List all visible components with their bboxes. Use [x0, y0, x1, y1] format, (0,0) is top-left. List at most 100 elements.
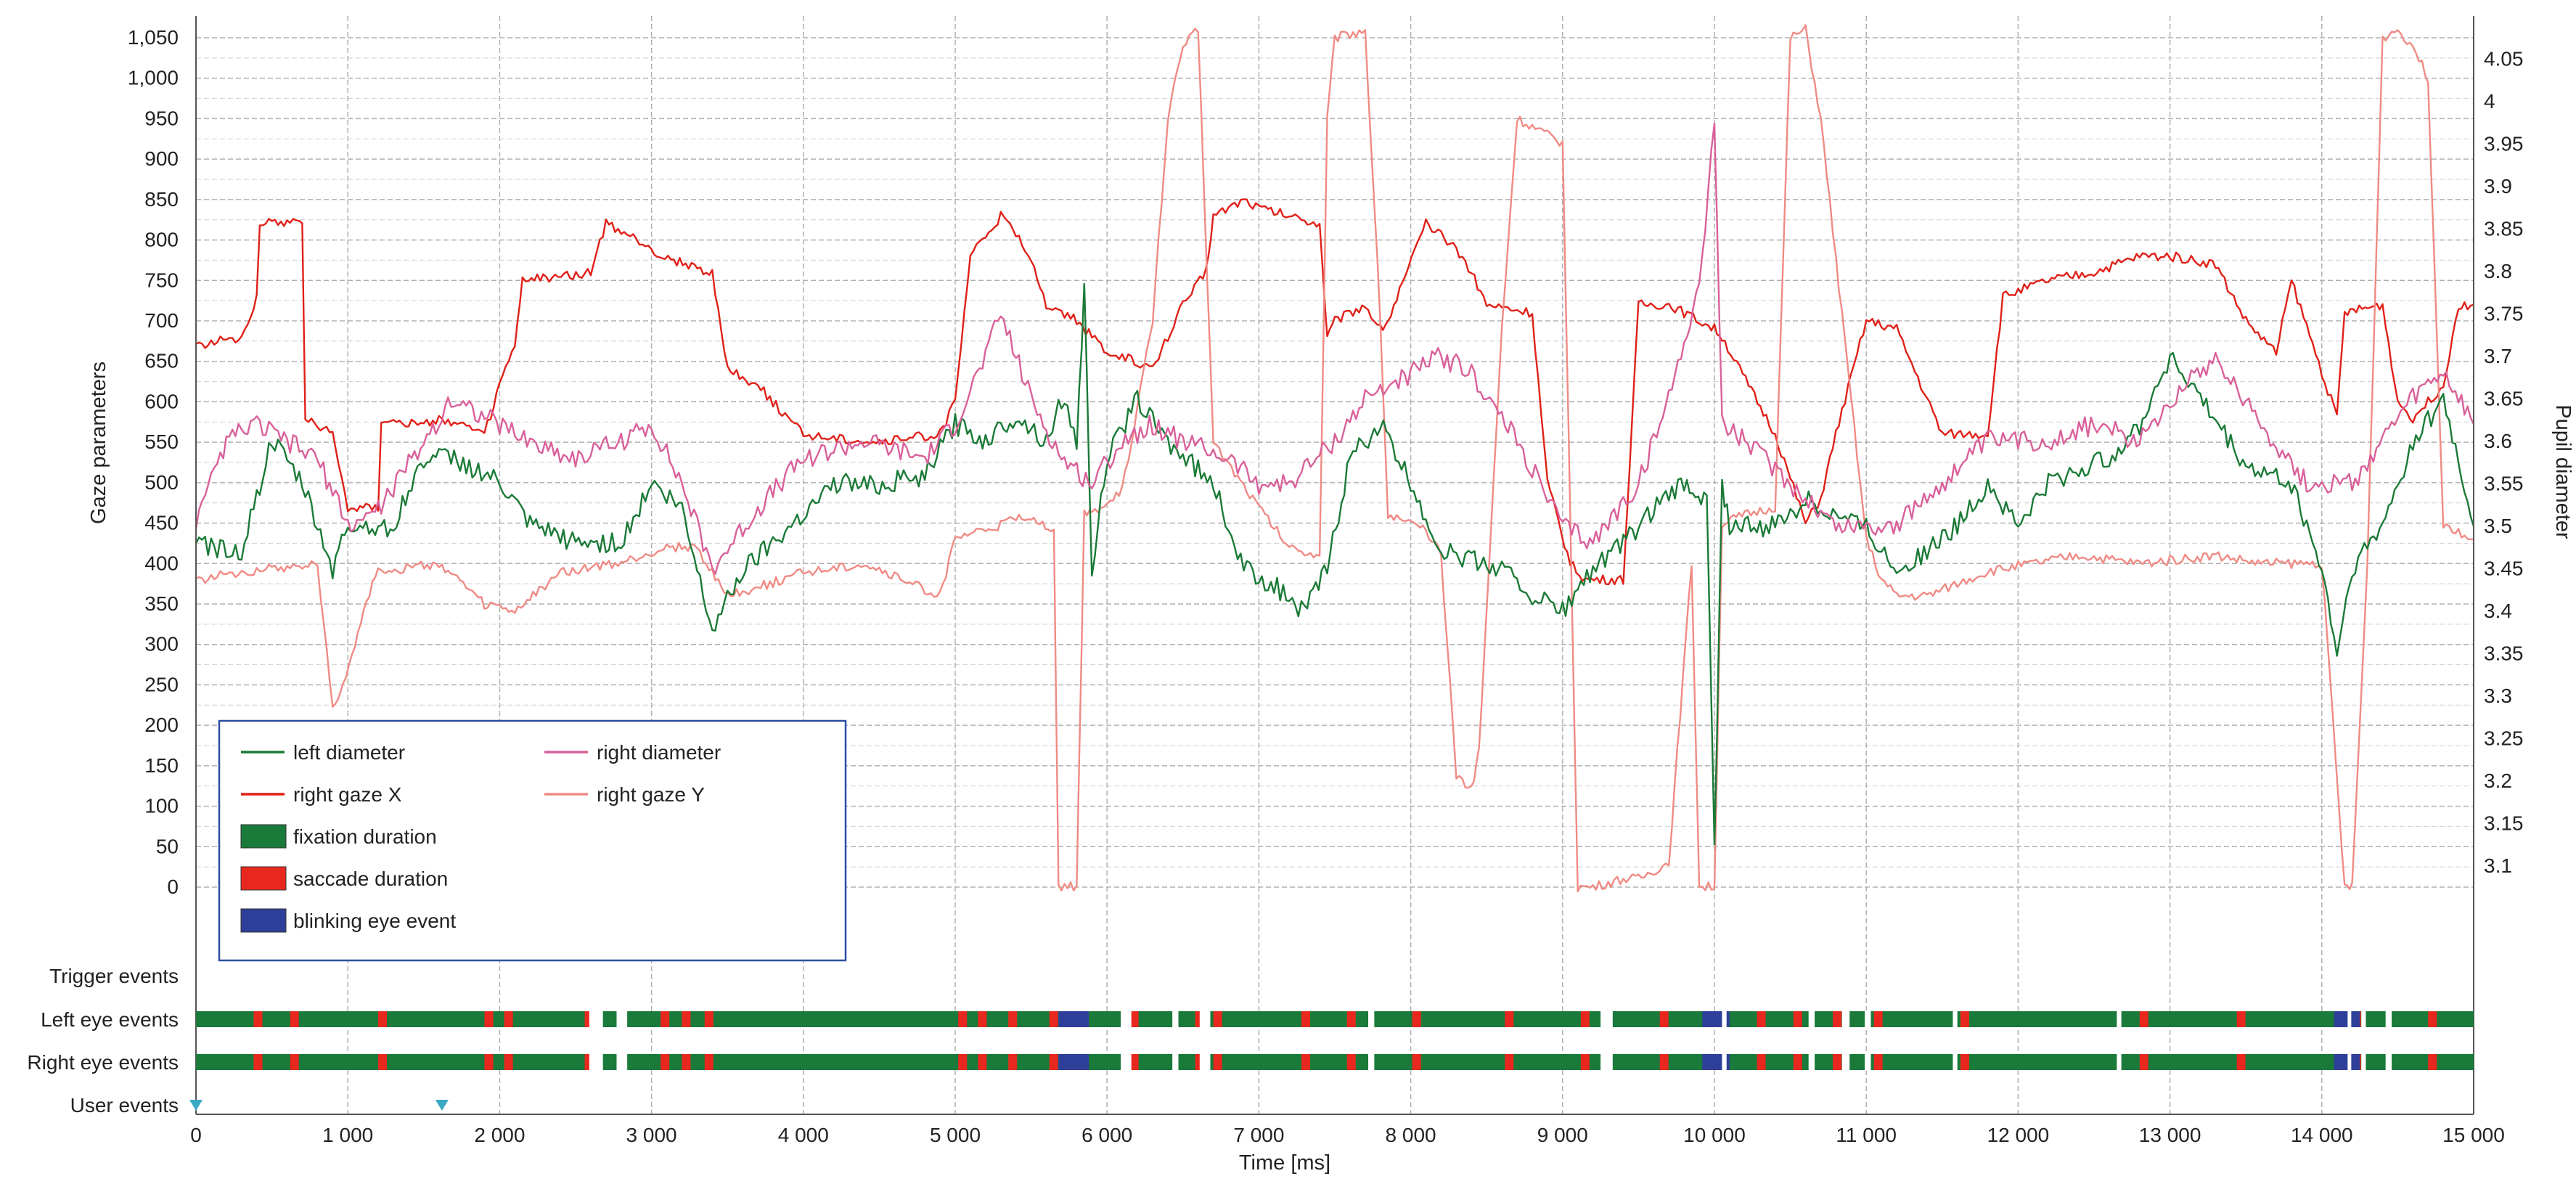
legend: left diameter right diameter right gaze X r… [218, 719, 847, 962]
saccade-mark [1301, 1011, 1310, 1027]
x-tick-label: 2 000 [474, 1124, 525, 1146]
saccade-mark [1412, 1011, 1421, 1027]
series-line-right-gaze-y [195, 24, 2474, 893]
y-tick-label-right: 3.35 [2484, 642, 2524, 664]
y-tick-label-right: 3.95 [2484, 132, 2524, 155]
series-group [195, 24, 2475, 893]
saccade-mark [1659, 1054, 1669, 1070]
saccade-mark [1793, 1054, 1802, 1070]
y-tick-label-left: 150 [144, 754, 179, 777]
x-tick-label: 9 000 [1537, 1124, 1588, 1146]
y-tick-label-right: 3.5 [2484, 515, 2512, 537]
saccade-mark [682, 1011, 691, 1027]
saccade-mark [1580, 1054, 1590, 1070]
y-tick-label-left: 300 [144, 633, 179, 656]
event-rows [189, 1011, 2474, 1111]
saccade-mark [504, 1011, 513, 1027]
x-tick-label: 13 000 [2139, 1124, 2201, 1146]
saccade-mark [2139, 1011, 2148, 1027]
event-gap [1600, 1011, 1613, 1028]
saccade-mark [1008, 1054, 1018, 1070]
y-tick-label-right: 3.45 [2484, 557, 2524, 579]
y-tick-label-left: 200 [144, 714, 179, 736]
y-tick-label-right: 3.55 [2484, 472, 2524, 494]
saccade-mark [978, 1054, 987, 1070]
saccade-mark [704, 1011, 713, 1027]
saccade-mark [1960, 1054, 1969, 1070]
y-tick-label-left: 800 [144, 229, 179, 251]
y-tick-label-left: 700 [144, 309, 179, 332]
axes [195, 16, 2474, 1115]
event-gap [1953, 1053, 1958, 1071]
y-tick-label-right: 3.15 [2484, 812, 2524, 834]
saccade-mark [253, 1054, 263, 1070]
y-tick-label-right: 4.05 [2484, 47, 2524, 70]
event-gap [1368, 1011, 1375, 1028]
x-tick-label: 12 000 [1987, 1124, 2050, 1146]
saccade-mark [2236, 1011, 2246, 1027]
y-tick-label-left: 400 [144, 552, 179, 574]
y-tick-label-right: 3.75 [2484, 302, 2524, 324]
y-tick-label-right: 3.85 [2484, 217, 2524, 240]
y-tick-label-right: 3.6 [2484, 430, 2512, 452]
event-gap [1808, 1011, 1815, 1028]
y-tick-label-right: 3.4 [2484, 600, 2512, 622]
y-tick-label-right: 3.9 [2484, 175, 2512, 197]
blink-mark [2334, 1054, 2360, 1070]
y-tick-label-right: 4 [2484, 90, 2495, 113]
saccade-mark [1833, 1054, 1842, 1070]
x-tick-label: 15 000 [2442, 1124, 2505, 1146]
event-gap [1722, 1011, 1727, 1028]
event-gap [1722, 1053, 1727, 1071]
blink-mark [1058, 1011, 1089, 1027]
fixation-band [196, 1054, 2474, 1070]
legend-label: right gaze Y [597, 783, 705, 806]
saccade-mark [2236, 1054, 2246, 1070]
series-line-left-diameter [195, 282, 2475, 846]
event-gap [1953, 1011, 1958, 1028]
y-tick-label-right: 3.7 [2484, 345, 2512, 367]
blink-mark [1058, 1054, 1089, 1070]
saccade-mark [1580, 1011, 1590, 1027]
legend-label: right diameter [597, 741, 721, 764]
saccade-mark [661, 1011, 670, 1027]
saccade-mark [1505, 1054, 1514, 1070]
saccade-mark [378, 1054, 388, 1070]
event-gap [1841, 1053, 1850, 1071]
y-tick-label-left: 450 [144, 512, 179, 534]
saccade-mark [704, 1054, 713, 1070]
y-tick-label-left: 350 [144, 592, 179, 615]
legend-label: blinking eye event [293, 910, 456, 932]
saccade-mark [1793, 1011, 1802, 1027]
x-tick-label: 11 000 [1836, 1124, 1897, 1146]
series-line-right-gaze-x [195, 198, 2474, 586]
y-tick-label-right: 3.1 [2484, 854, 2512, 877]
saccade-mark [253, 1011, 263, 1027]
x-tick-label: 7 000 [1233, 1124, 1284, 1146]
event-gap [2361, 1011, 2366, 1028]
y-tick-label-right: 3.65 [2484, 387, 2524, 409]
legend-label: left diameter [293, 741, 405, 764]
blink-mark [2334, 1011, 2360, 1027]
y-tick-label-left: 850 [144, 188, 179, 211]
y-tick-label-left: 250 [144, 673, 179, 695]
y-tick-label-left: 750 [144, 269, 179, 291]
y-tick-label-left: 900 [144, 147, 179, 170]
saccade-mark [958, 1054, 968, 1070]
tick-labels: 0 50 100 150 200 250 300 350 400 450 500 550 600 650 7… [27, 26, 2523, 1146]
saccade-mark [484, 1011, 494, 1027]
saccade-mark [1301, 1054, 1310, 1070]
saccade-mark [1873, 1054, 1883, 1070]
event-gap [2385, 1011, 2392, 1028]
legend-label: right gaze X [293, 783, 402, 806]
y-tick-label-left: 0 [167, 875, 179, 898]
x-tick-label: 0 [190, 1124, 202, 1146]
event-row-label: Left eye events [41, 1008, 179, 1031]
series-line-right-diameter [195, 122, 2475, 575]
saccade-mark [682, 1054, 691, 1070]
saccade-mark [484, 1054, 494, 1070]
legend-label: fixation duration [293, 825, 437, 848]
y-tick-label-left: 1,000 [128, 67, 179, 89]
legend-box [218, 719, 847, 962]
legend-swatch-box [240, 866, 287, 891]
